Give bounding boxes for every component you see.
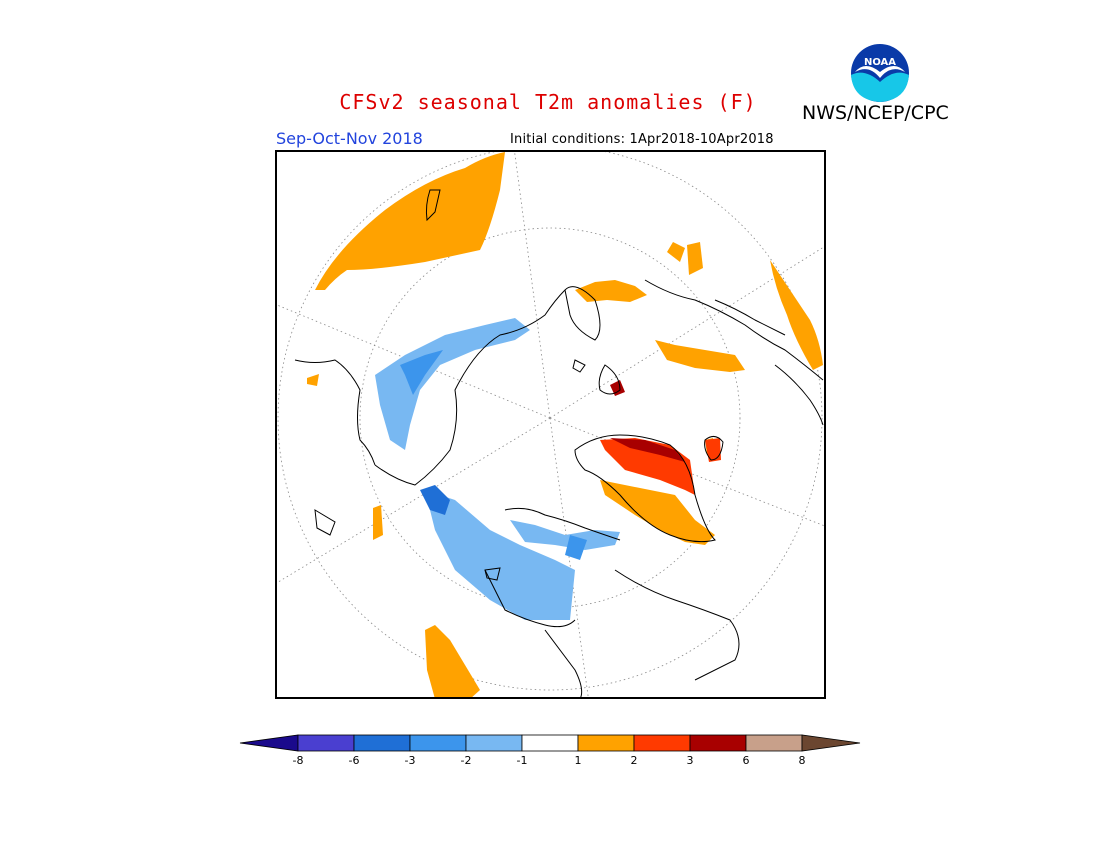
meridian-line: [549, 245, 826, 419]
colorbar-box: [465, 734, 523, 752]
anomaly-patch-alaska-canada: [375, 318, 530, 450]
agency-label: NWS/NCEP/CPC: [802, 102, 949, 124]
anomaly-patch-north-america: [425, 490, 575, 620]
colorbar-box: [689, 734, 747, 752]
anomaly-patch-east-siberia: [575, 280, 647, 302]
map-border: [275, 150, 826, 699]
anomaly-patch-central-asia: [655, 340, 745, 372]
coastline-canadian-archipelago: [504, 507, 621, 541]
coastline-europe: [614, 569, 740, 681]
coastline-svalbard: [564, 286, 601, 341]
cool-anomaly-regions: [375, 318, 620, 620]
anomaly-patch-europe-africa: [600, 480, 715, 545]
colorbar-box: [633, 734, 691, 752]
anomaly-patch-north-america-core: [420, 485, 450, 515]
hot-anomaly-regions: [600, 380, 721, 495]
coastline-greenland: [574, 434, 716, 543]
colorbar-tick-label: -6: [349, 754, 360, 767]
coastline-island: [598, 364, 621, 395]
coastline-small-island: [484, 567, 501, 581]
meridian-line: [513, 150, 551, 419]
meridian-line: [275, 417, 551, 585]
anomaly-patch-hot-small: [705, 438, 721, 462]
coastline-siberia: [714, 299, 786, 336]
polar-map: [275, 150, 826, 699]
season-label: Sep-Oct-Nov 2018: [276, 129, 423, 148]
anomaly-patch-very-hot: [610, 438, 685, 462]
anomaly-patch-alaska-core: [400, 350, 443, 395]
coastline-segment: [425, 189, 441, 222]
colorbar-tick-label: -8: [293, 754, 304, 767]
anomaly-patch-siberia: [687, 242, 703, 275]
colorbar: -8 -6 -3 -2 -1 1 2 3 6 8: [239, 734, 861, 767]
latitude-circle-outer: [277, 150, 823, 691]
coastline-arctic-canada: [374, 289, 566, 486]
meridian-line: [549, 417, 826, 527]
colorbar-tick-label: 3: [687, 754, 694, 767]
anomaly-patch-hot-dot: [610, 380, 625, 396]
coastline-small-island: [314, 509, 336, 536]
coastline-east-asia: [774, 364, 824, 426]
anomaly-patch-east-asia: [770, 260, 823, 370]
coastline-iceland: [704, 436, 724, 461]
warm-anomaly-regions: [307, 152, 823, 699]
colorbar-tick-label: -1: [517, 754, 528, 767]
colorbar-tick-label: 2: [631, 754, 638, 767]
coastline-eurasia: [644, 279, 824, 381]
colorbar-box: [353, 734, 411, 752]
map-title-text: CFSv2 seasonal T2m anomalies (F): [339, 90, 757, 114]
colorbar-arrow-high: [801, 734, 861, 752]
colorbar-tick-label: 6: [743, 754, 750, 767]
anomaly-patch-south-atlantic: [425, 625, 480, 699]
map-title: CFSv2 seasonal T2m anomalies (F): [0, 90, 1100, 114]
colorbar-box: [409, 734, 467, 752]
coastlines: [294, 189, 824, 699]
anomaly-patch-siberia-small: [667, 242, 685, 262]
colorbar-tick-label: 8: [799, 754, 806, 767]
colorbar-tick-label: 1: [575, 754, 582, 767]
noaa-logo-icon: NOAA: [850, 43, 910, 103]
logo-text: NOAA: [864, 57, 896, 68]
anomaly-patch-north-pacific: [315, 152, 505, 290]
colorbar-box: [521, 734, 579, 752]
coastline-alaska: [294, 359, 376, 466]
coastline-east-coast: [544, 629, 583, 699]
anomaly-patch-atlantic: [373, 505, 383, 540]
anomaly-patch-canadian-arctic: [510, 520, 620, 550]
colorbar-arrow-low: [239, 734, 299, 752]
anomaly-patch-arctic-small: [565, 535, 587, 560]
colorbar-box: [297, 734, 355, 752]
colorbar-tick-label: -2: [461, 754, 472, 767]
initial-conditions-label: Initial conditions: 1Apr2018-10Apr2018: [510, 132, 774, 147]
colorbar-tick-label: -3: [405, 754, 416, 767]
anomaly-patch-small: [307, 374, 319, 386]
coastline-hudson-bay: [484, 569, 576, 628]
colorbar-box: [745, 734, 803, 752]
coastline-small-island: [572, 359, 586, 373]
colorbar-box: [577, 734, 635, 752]
